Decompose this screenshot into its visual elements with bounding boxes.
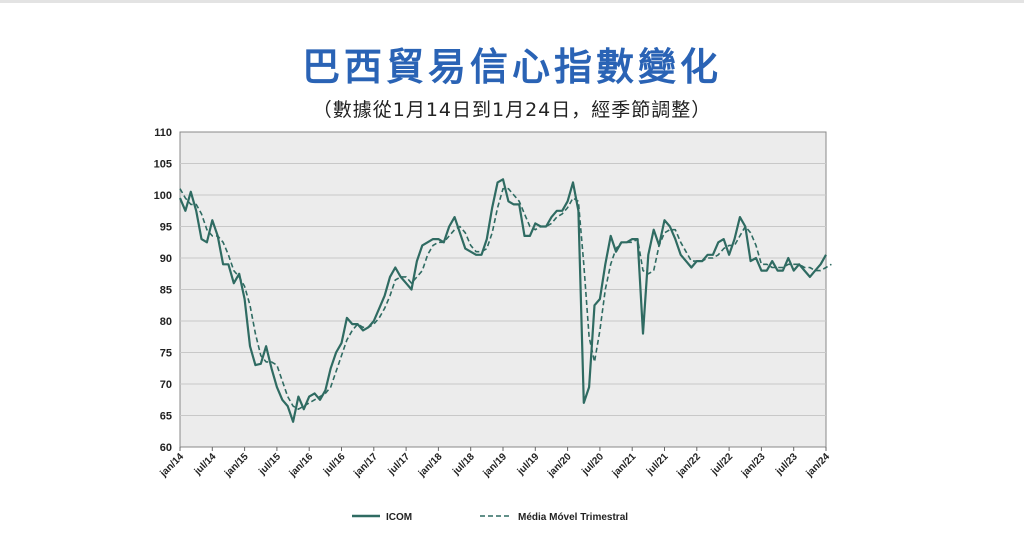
y-tick-label: 105 bbox=[154, 159, 172, 171]
x-tick-label: jan/23 bbox=[739, 451, 768, 480]
x-tick-label: jul/17 bbox=[386, 451, 413, 478]
x-tick-label: jan/15 bbox=[222, 451, 251, 480]
legend: ICOM Média Móvel Trimestral bbox=[352, 512, 628, 523]
top-divider bbox=[0, 0, 1024, 3]
x-tick-label: jan/21 bbox=[610, 451, 639, 480]
x-tick-label: jan/22 bbox=[674, 451, 703, 480]
grid-lines bbox=[180, 163, 826, 416]
chart-subtitle: （數據從1月14日到1月24日，經季節調整） bbox=[312, 99, 712, 121]
series-line-media-movel bbox=[179, 187, 832, 410]
y-tick-label: 95 bbox=[160, 222, 172, 234]
y-tick-label: 60 bbox=[160, 442, 172, 454]
x-tick-label: jan/16 bbox=[287, 451, 316, 480]
y-tick-label: 85 bbox=[160, 285, 172, 297]
x-tick-label: jan/20 bbox=[545, 451, 574, 480]
x-tick-label: jul/19 bbox=[515, 451, 542, 478]
y-tick-label: 80 bbox=[160, 316, 172, 328]
x-tick-label: jan/24 bbox=[804, 451, 833, 480]
y-tick-label: 70 bbox=[160, 379, 172, 391]
y-tick-label: 100 bbox=[154, 190, 172, 202]
series-lines bbox=[178, 178, 832, 423]
x-tick-label: jul/15 bbox=[256, 451, 283, 478]
x-tick-label: jul/20 bbox=[579, 451, 606, 478]
series-line-icom bbox=[178, 178, 827, 423]
y-tick-label: 110 bbox=[154, 127, 172, 139]
chart-title: 巴西貿易信心指數變化 bbox=[301, 45, 722, 89]
x-tick-label: jan/17 bbox=[351, 451, 380, 480]
x-tick-label: jan/18 bbox=[416, 451, 445, 480]
x-tick-label: jul/21 bbox=[644, 451, 671, 478]
x-tick-label: jul/22 bbox=[709, 451, 736, 478]
x-axis-ticks: jan/14 jul/14 jan/15 jul/15 jan/16 jul/16 jan/… bbox=[158, 447, 833, 480]
y-tick-label: 65 bbox=[160, 411, 172, 423]
x-tick-label: jul/14 bbox=[192, 451, 219, 478]
x-tick-label: jan/14 bbox=[158, 451, 187, 480]
legend-label-media: Média Móvel Trimestral bbox=[518, 512, 628, 523]
y-tick-label: 90 bbox=[160, 253, 172, 265]
x-tick-label: jul/16 bbox=[321, 451, 348, 478]
legend-label-icom: ICOM bbox=[386, 512, 412, 523]
y-tick-label: 75 bbox=[160, 348, 172, 360]
x-tick-label: jul/23 bbox=[773, 451, 800, 478]
y-axis-ticks: 60 65 70 75 80 85 90 95 100 105 110 bbox=[154, 127, 172, 454]
x-tick-label: jul/18 bbox=[450, 451, 477, 478]
x-tick-label: jan/19 bbox=[481, 451, 510, 480]
